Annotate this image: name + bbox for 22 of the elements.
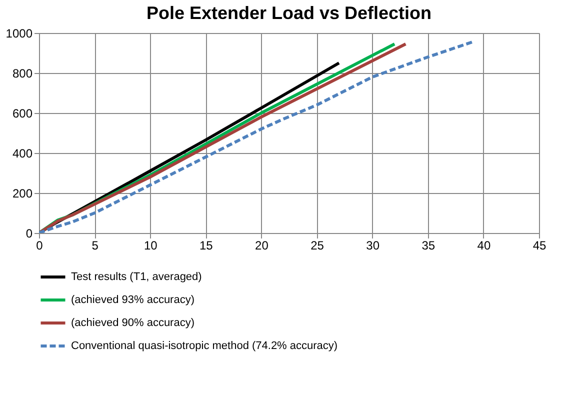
legend-label: (achieved 93% accuracy) bbox=[71, 294, 195, 306]
x-tick-label: 35 bbox=[422, 238, 436, 252]
x-tick-label: 0 bbox=[36, 238, 44, 252]
x-tick-label: 10 bbox=[144, 238, 158, 252]
x-tick-label: 25 bbox=[310, 238, 324, 252]
x-tick-label: 40 bbox=[477, 238, 491, 252]
y-tick-label: 600 bbox=[12, 106, 33, 120]
y-tick-label: 800 bbox=[12, 66, 33, 80]
legend-label: Test results (T1, averaged) bbox=[71, 271, 202, 283]
line-series bbox=[39, 40, 474, 233]
x-tick-label: 15 bbox=[199, 238, 214, 252]
x-tick-label: 5 bbox=[92, 238, 99, 252]
x-tick-label: 20 bbox=[255, 238, 269, 252]
y-tick-label: 1000 bbox=[6, 26, 33, 40]
x-tick-label: 30 bbox=[366, 238, 380, 252]
y-tick-label: 0 bbox=[26, 226, 33, 240]
legend-label: Conventional quasi-isotropic method (74.2% accuracy) bbox=[71, 340, 338, 352]
x-tick-label: 45 bbox=[532, 238, 546, 252]
chart-title: Pole Extender Load vs Deflection bbox=[146, 3, 432, 23]
y-tick-label: 200 bbox=[12, 186, 33, 200]
y-tick-label: 400 bbox=[12, 146, 33, 160]
legend-label: (achieved 90% accuracy) bbox=[71, 317, 195, 329]
